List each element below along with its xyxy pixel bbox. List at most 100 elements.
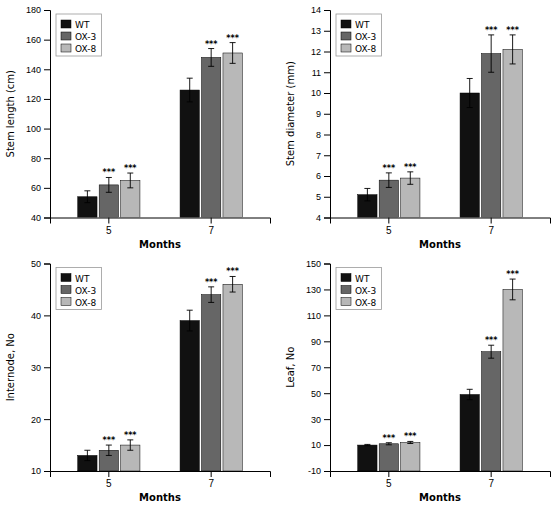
y-tick-label: 60 (31, 183, 41, 193)
bar (379, 444, 398, 471)
legend-swatch (341, 32, 351, 40)
error-bar (84, 191, 90, 203)
y-tick: 20 (31, 415, 50, 425)
x-tick: 5 (106, 471, 112, 489)
y-tick-label: -10 (308, 466, 321, 476)
legend-swatch (61, 20, 71, 28)
error-bar (84, 450, 90, 460)
plot-area (358, 279, 523, 471)
y-tick-label: 40 (31, 213, 41, 223)
y-tick: 110 (307, 311, 330, 321)
legend-swatch (341, 44, 351, 52)
x-tick-mark (491, 471, 492, 477)
panel: 40608010012014016018057MonthsStem length… (5, 5, 271, 249)
error-bar (488, 345, 494, 358)
x-axis: 57 (51, 218, 271, 236)
x-tick-label: 5 (386, 478, 392, 489)
significance-label: *** (485, 26, 498, 35)
legend-item: WT (61, 20, 90, 30)
x-tick: 7 (208, 471, 214, 489)
y-tick-label: 12 (311, 47, 321, 57)
error-bar (510, 35, 516, 64)
legend-label: OX-3 (75, 286, 96, 296)
legend-box (336, 14, 381, 56)
legend-swatch (341, 20, 351, 28)
error-bar (467, 78, 473, 107)
x-tick-mark (491, 218, 492, 224)
legend-item: OX-8 (341, 298, 376, 308)
y-tick: 90 (311, 337, 330, 347)
legend-item: WT (341, 274, 370, 284)
x-axis: 57 (331, 471, 551, 489)
significance-label: *** (226, 267, 239, 276)
legend-swatch (341, 286, 351, 294)
annotations: ************ (383, 26, 520, 173)
error-bar (208, 49, 214, 67)
significance-label: *** (383, 164, 396, 173)
error-bar (386, 443, 392, 445)
bar (180, 321, 199, 471)
y-tick-label: 150 (306, 259, 321, 269)
legend-label: WT (355, 20, 370, 30)
x-axis: 57 (51, 471, 271, 489)
y-axis: -101030507090110130150 (306, 259, 331, 477)
y-tick-mark (44, 40, 50, 41)
x-tick: 5 (386, 218, 392, 236)
error-bar (407, 441, 413, 443)
y-tick: 14 (311, 5, 330, 15)
y-tick: 12 (311, 47, 330, 57)
significance-label: *** (383, 434, 396, 443)
y-axis-line (324, 264, 331, 472)
legend-label: OX-3 (355, 286, 376, 296)
y-tick: 30 (31, 363, 50, 373)
x-axis-title: Months (419, 239, 461, 250)
y-tick-mark (324, 114, 330, 115)
legend-box (336, 268, 381, 310)
y-tick-label: 50 (31, 259, 41, 269)
y-tick-label: 13 (311, 26, 321, 36)
y-tick-mark (324, 445, 330, 446)
legend-label: OX-8 (355, 44, 376, 54)
y-axis-line (44, 11, 51, 219)
y-tick: 50 (31, 259, 50, 269)
annotations: ************ (103, 267, 240, 445)
error-bar (386, 173, 392, 188)
y-tick-label: 7 (316, 151, 321, 161)
x-axis-line (331, 218, 551, 224)
y-tick: 50 (311, 389, 330, 399)
y-tick-label: 20 (31, 415, 41, 425)
legend-swatch (61, 32, 71, 40)
legend-label: OX-3 (355, 32, 376, 42)
legend: WTOX-3OX-8 (56, 14, 101, 56)
y-tick: 120 (26, 94, 50, 104)
significance-label: *** (506, 270, 519, 279)
y-tick-mark (324, 419, 330, 420)
y-tick-label: 14 (311, 5, 321, 15)
y-tick-mark (324, 135, 330, 136)
y-tick: 140 (26, 65, 50, 75)
x-axis: 57 (331, 218, 551, 236)
y-tick-mark (44, 367, 50, 368)
y-tick: 13 (311, 26, 330, 36)
significance-label: *** (226, 34, 239, 43)
y-tick: 40 (31, 311, 50, 321)
bar (202, 295, 221, 471)
y-tick-label: 70 (311, 363, 321, 373)
y-tick-label: 4 (316, 213, 321, 223)
legend-label: OX-8 (75, 44, 96, 54)
error-bar (510, 279, 516, 300)
x-tick: 7 (488, 218, 494, 236)
y-tick: 6 (316, 171, 330, 181)
error-bar (127, 440, 133, 450)
y-tick: 80 (31, 154, 50, 164)
y-tick-mark (324, 31, 330, 32)
y-tick-mark (324, 367, 330, 368)
y-tick-mark (44, 188, 50, 189)
bar (223, 284, 242, 471)
bar (482, 352, 501, 471)
x-axis-line (331, 472, 551, 478)
significance-label: *** (205, 40, 218, 49)
y-tick-mark (324, 52, 330, 53)
y-tick-mark (44, 69, 50, 70)
significance-label: *** (404, 432, 417, 441)
